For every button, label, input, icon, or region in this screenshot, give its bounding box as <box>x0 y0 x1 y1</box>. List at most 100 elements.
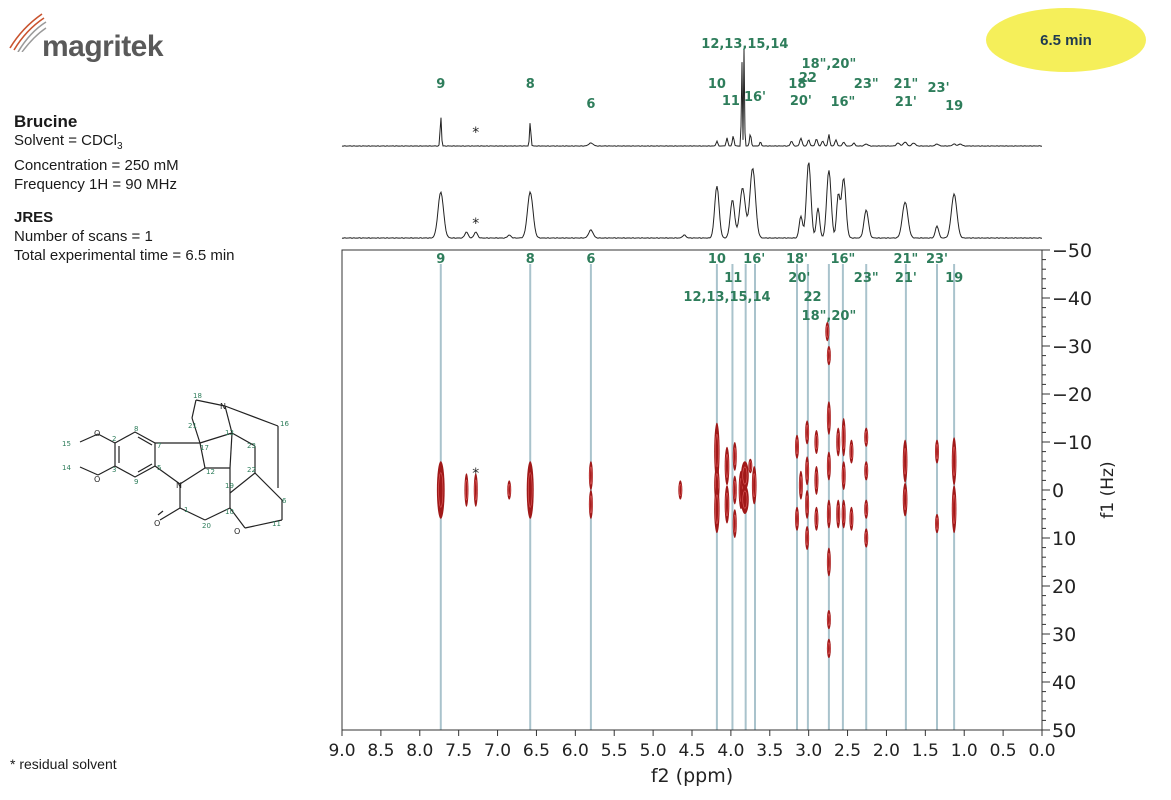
x-tick-label: 2.0 <box>873 741 900 761</box>
contour-peak <box>951 485 957 534</box>
contour-peak <box>714 485 720 534</box>
x-tick-label: 8.5 <box>367 741 394 761</box>
contour-peak <box>864 528 869 548</box>
svg-text:8: 8 <box>134 425 138 433</box>
contour-peak <box>951 437 957 486</box>
x-tick-label: 7.5 <box>445 741 472 761</box>
svg-text:11: 11 <box>272 520 281 528</box>
contour-peak <box>751 466 757 505</box>
svg-text:O: O <box>94 475 100 484</box>
contour-peak <box>741 485 749 514</box>
peak-label: 18",20" <box>802 309 857 324</box>
solvent-line: Solvent = CDCl3 <box>14 132 123 152</box>
contour-peak <box>526 461 534 519</box>
contour-peak <box>864 499 869 519</box>
svg-text:10: 10 <box>225 508 234 516</box>
peak-label: 21' <box>895 271 917 286</box>
svg-text:5: 5 <box>157 464 161 472</box>
peak-label: 18",20" <box>802 57 857 72</box>
peak-label: 21' <box>895 95 917 110</box>
contour-peak <box>507 480 512 500</box>
contour-peak <box>836 427 841 457</box>
y-tick-label: 10 <box>1052 528 1076 550</box>
y-tick-label: 40 <box>1052 672 1076 694</box>
svg-text:23: 23 <box>247 442 256 450</box>
contour-peak <box>864 461 869 481</box>
y-tick-label: 50 <box>1052 720 1076 742</box>
peak-label: 6 <box>586 252 595 267</box>
contour-peak <box>748 458 753 474</box>
contour-peak <box>805 526 810 550</box>
peak-label: 8 <box>526 252 535 267</box>
contour-peak <box>588 490 593 519</box>
frequency-line: Frequency 1H = 90 MHz <box>14 176 177 193</box>
y-tick-label: −10 <box>1052 432 1092 454</box>
svg-text:19: 19 <box>225 482 234 490</box>
contour-peak <box>732 509 737 538</box>
peak-label: 12,13,15,14 <box>683 290 770 305</box>
contour-peak <box>464 473 469 507</box>
svg-text:12: 12 <box>206 468 215 476</box>
svg-text:21: 21 <box>188 422 197 430</box>
experiment-title: JRES <box>14 209 54 226</box>
x-tick-label: 9.0 <box>328 741 355 761</box>
logo-text: magritek <box>42 30 164 63</box>
sample-title: Brucine <box>14 112 78 131</box>
peak-label: 10 <box>708 77 726 92</box>
contour-peak <box>826 401 831 435</box>
x-tick-label: 5.0 <box>640 741 667 761</box>
peak-label: 20' <box>790 94 812 109</box>
contour-peak <box>826 547 831 577</box>
contour-peak <box>805 456 810 486</box>
svg-text:3: 3 <box>112 466 116 474</box>
peak-label: 16" <box>830 95 855 110</box>
svg-text:22: 22 <box>247 466 256 474</box>
peak-label: 16' <box>743 252 765 267</box>
peak-label: 19 <box>945 99 963 114</box>
svg-text:9: 9 <box>134 478 138 486</box>
peak-label: 20' <box>788 271 810 286</box>
contour-peak <box>798 470 803 500</box>
peak-label: 22 <box>799 71 817 86</box>
projection-1d-trace <box>341 162 1043 239</box>
residual-solvent-marker: * <box>472 216 479 232</box>
contour-peak <box>814 466 819 495</box>
contour-peak <box>805 420 810 445</box>
contour-peak <box>849 439 854 464</box>
svg-text:20: 20 <box>202 522 211 530</box>
svg-text:14: 14 <box>62 464 71 472</box>
contour-peak <box>864 427 869 447</box>
contour-peak <box>826 451 831 481</box>
x-tick-label: 8.0 <box>406 741 433 761</box>
y-tick-label: 0 <box>1052 480 1064 502</box>
svg-text:17: 17 <box>200 444 209 452</box>
contour-peak <box>473 473 478 507</box>
peak-label: 9 <box>436 77 445 92</box>
contour-peak <box>826 610 831 630</box>
contour-peak <box>724 485 730 524</box>
peak-label: 23" <box>854 271 879 286</box>
peak-label: 16' <box>744 90 766 105</box>
svg-text:O: O <box>94 429 100 438</box>
svg-text:2: 2 <box>112 435 116 443</box>
x-tick-label: 7.0 <box>484 741 511 761</box>
contour-peak <box>795 506 799 531</box>
peak-label: 18' <box>788 77 810 92</box>
footnote: * residual solvent <box>10 756 117 772</box>
x-tick-label: 6.0 <box>562 741 589 761</box>
contour-peak <box>841 418 846 457</box>
brucine-structure-diagram: 18 21 16 13 8 15 2 7 17 23 14 3 22 12 5 9 19 6 10 20 1… <box>62 392 289 536</box>
time-line: Total experimental time = 6.5 min <box>14 247 235 264</box>
contour-peak <box>732 475 737 505</box>
x-tick-label: 1.5 <box>912 741 939 761</box>
peak-label: 8 <box>526 77 535 92</box>
contour-peak <box>814 430 819 454</box>
peak-label: 11 <box>724 271 742 286</box>
time-badge: 6.5 min <box>986 8 1146 72</box>
svg-text:6: 6 <box>282 497 287 505</box>
x-tick-label: 0.5 <box>990 741 1017 761</box>
x-tick-label: 3.0 <box>795 741 822 761</box>
peak-label: 23" <box>854 77 879 92</box>
peak-label: 9 <box>436 252 445 267</box>
